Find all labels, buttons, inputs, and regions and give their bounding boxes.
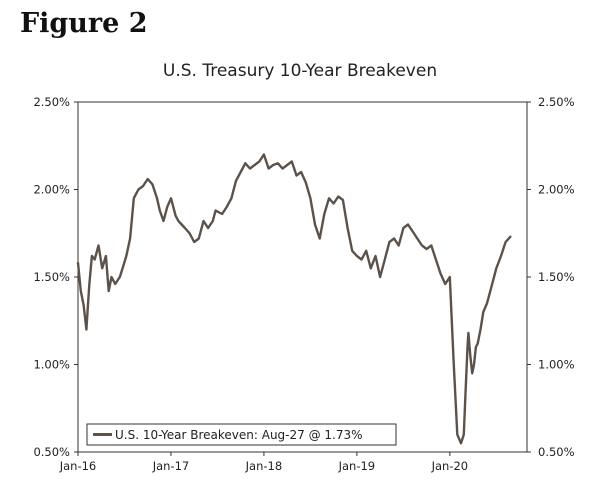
y-axis-left: 2.50% 2.00% 1.50% 1.00% 0.50% [33,95,78,459]
x-axis: Jan-16 Jan-17 Jan-18 Jan-19 Jan-20 [59,452,468,473]
y-tick-label-right: 2.50% [538,95,575,109]
y-tick-label-left: 1.00% [33,358,70,372]
chart-title: U.S. Treasury 10-Year Breakeven [163,61,437,81]
x-tick-label: Jan-19 [338,459,376,473]
y-tick-label-right: 2.00% [538,183,575,197]
x-tick-label: Jan-17 [152,459,190,473]
y-tick-label-left: 1.50% [33,270,70,284]
figure-label: Figure 2 [20,8,148,39]
y-tick-label-right: 1.00% [538,358,575,372]
y-tick-label-right: 0.50% [538,445,575,459]
y-tick-label-right: 1.50% [538,270,575,284]
y-tick-label-left: 0.50% [33,445,70,459]
x-tick-label: Jan-16 [59,459,97,473]
y-tick-label-left: 2.00% [33,183,70,197]
legend-label: U.S. 10-Year Breakeven: Aug-27 @ 1.73% [115,428,363,442]
y-axis-right: 2.50% 2.00% 1.50% 1.00% 0.50% [527,95,575,459]
legend-box [86,423,397,446]
y-tick-label-left: 2.50% [33,95,70,109]
legend: U.S. 10-Year Breakeven: Aug-27 @ 1.73% [86,423,397,446]
series-line [76,153,512,445]
x-tick-label: Jan-18 [245,459,283,473]
x-tick-label: Jan-20 [431,459,469,473]
series-layer [76,153,512,445]
plot-area [77,101,528,453]
